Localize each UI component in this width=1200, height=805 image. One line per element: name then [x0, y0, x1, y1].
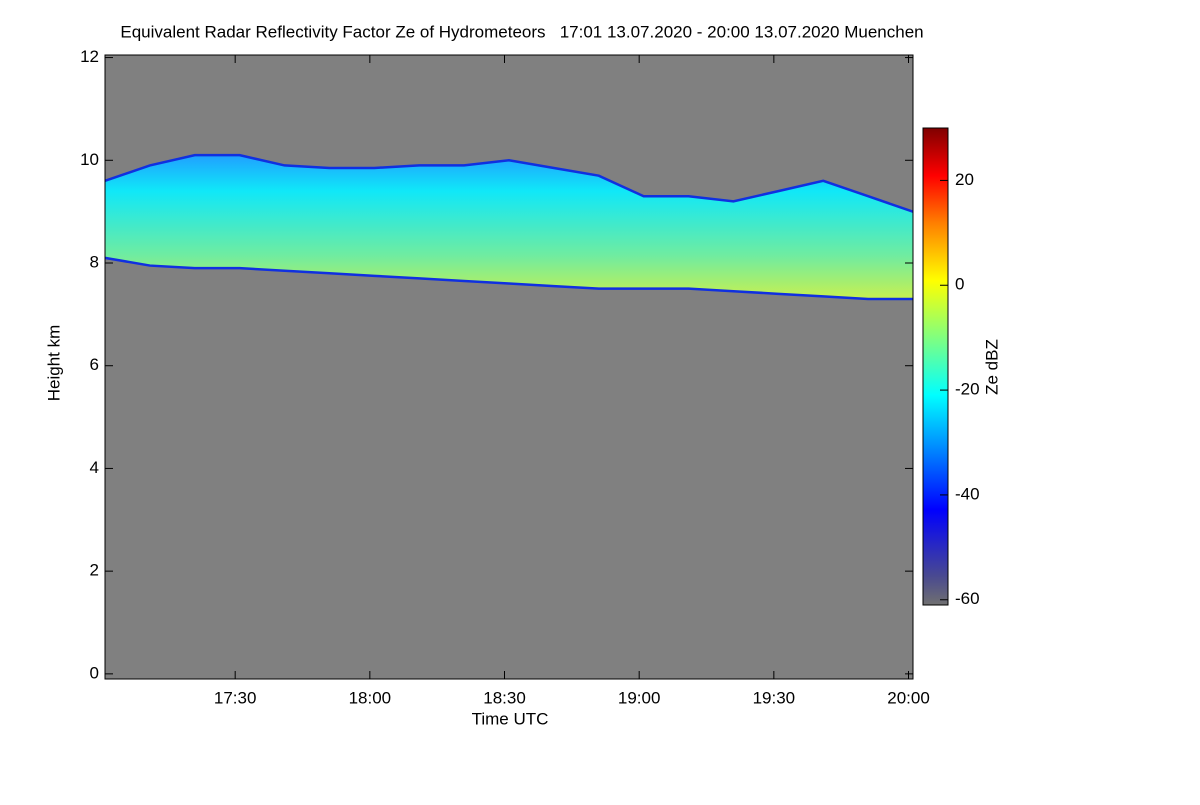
x-axis-label: Time UTC [472, 709, 549, 728]
cloud-base [104, 256, 913, 301]
plot-background [105, 55, 913, 679]
x-tick-label: 19:00 [618, 688, 661, 707]
y-tick-label: 6 [90, 355, 99, 374]
y-tick-label: 12 [80, 47, 99, 66]
chart-title: Equivalent Radar Reflectivity Factor Ze … [120, 22, 923, 41]
colorbar-label: Ze dBZ [982, 339, 1001, 395]
y-tick-label: 4 [90, 458, 99, 477]
x-tick-label: 20:00 [887, 688, 930, 707]
x-tick-label: 19:30 [753, 688, 796, 707]
colorbar [922, 127, 949, 606]
x-tick-label: 18:00 [349, 688, 392, 707]
cloud-area [105, 155, 913, 299]
y-tick-label: 10 [80, 150, 99, 169]
y-tick-label: 2 [90, 561, 99, 580]
x-tick-label: 17:30 [214, 688, 257, 707]
y-tick-label: 0 [90, 663, 99, 682]
colorbar-tick-label: -60 [955, 589, 980, 608]
y-tick-label: 8 [90, 252, 99, 271]
cloud-top [104, 153, 914, 213]
colorbar-tick-label: -40 [955, 484, 980, 503]
colorbar-tick-label: -20 [955, 380, 980, 399]
plot-frame [104, 54, 914, 680]
colorbar-tick-label: 20 [955, 170, 974, 189]
x-tick-label: 18:30 [483, 688, 526, 707]
y-axis-label: Height km [44, 325, 63, 402]
colorbar-tick-label: 0 [955, 275, 964, 294]
